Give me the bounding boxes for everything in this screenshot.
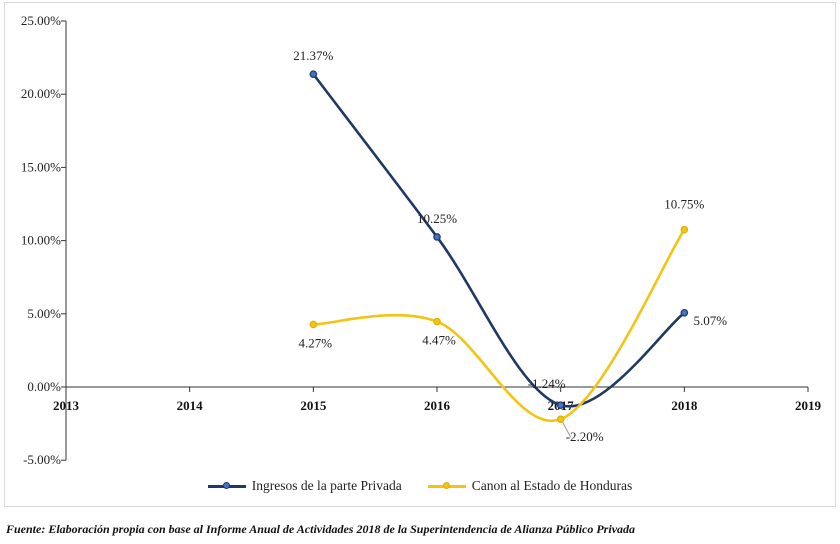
y-tick-label: 10.00% — [21, 233, 61, 248]
data-label-ingresos: 21.37% — [293, 48, 333, 63]
data-label-leader — [562, 421, 572, 438]
chart-frame — [4, 2, 836, 507]
x-tick-label: 2013 — [53, 398, 80, 413]
legend-item-canon: Canon al Estado de Honduras — [427, 478, 633, 494]
data-point-canon — [309, 320, 318, 329]
data-point-canon — [433, 317, 441, 326]
y-tick-label: 20.00% — [21, 86, 61, 101]
data-label-ingresos: 10.25% — [417, 211, 457, 226]
x-tick-label: 2019 — [795, 398, 822, 413]
x-tick-label: 2016 — [424, 398, 451, 413]
data-label-canon: 10.75% — [664, 197, 704, 212]
x-tick-label: 2018 — [671, 398, 698, 413]
legend-marker-icon — [222, 481, 230, 489]
x-tick-label: 2014 — [177, 398, 204, 413]
series-line-ingresos — [312, 72, 686, 408]
data-point-ingresos — [556, 401, 565, 409]
data-label-ingresos: 5.07% — [694, 313, 728, 328]
legend-marker-icon — [442, 481, 450, 489]
series-line-canon — [312, 228, 686, 423]
legend-swatch-canon — [427, 481, 466, 489]
data-point-ingresos — [680, 308, 689, 317]
line-chart: -5.00% 0.00% 5.00% 10.00% 15.00% 20.00% 25.00%… — [21, 13, 822, 467]
data-point-canon — [556, 415, 565, 424]
source-note: Fuente: Elaboración propia con base al I… — [6, 522, 636, 536]
legend-label-ingresos: Ingresos de la parte Privada — [251, 478, 402, 493]
legend-label-canon: Canon al Estado de Honduras — [471, 478, 633, 493]
data-point-canon — [680, 225, 689, 234]
data-label-ingresos: -1.24% — [528, 376, 566, 391]
x-tick-label: 2015 — [300, 398, 327, 413]
y-tick-label: 0.00% — [27, 379, 61, 394]
data-label-canon: -2.20% — [566, 429, 604, 444]
data-point-ingresos — [433, 233, 441, 241]
data-label-canon: 4.47% — [422, 333, 456, 348]
y-tick-label: 25.00% — [21, 13, 61, 28]
y-tick-label: 5.00% — [27, 306, 61, 321]
data-point-ingresos — [309, 70, 318, 78]
legend: Ingresos de la parte Privada Canon al Es… — [0, 474, 840, 498]
legend-item-ingresos: Ingresos de la parte Privada — [207, 478, 402, 494]
y-tick-label: 15.00% — [21, 159, 61, 174]
data-label-canon: 4.27% — [299, 335, 333, 350]
legend-swatch-ingresos — [207, 481, 246, 489]
y-tick-label: -5.00% — [23, 452, 61, 467]
